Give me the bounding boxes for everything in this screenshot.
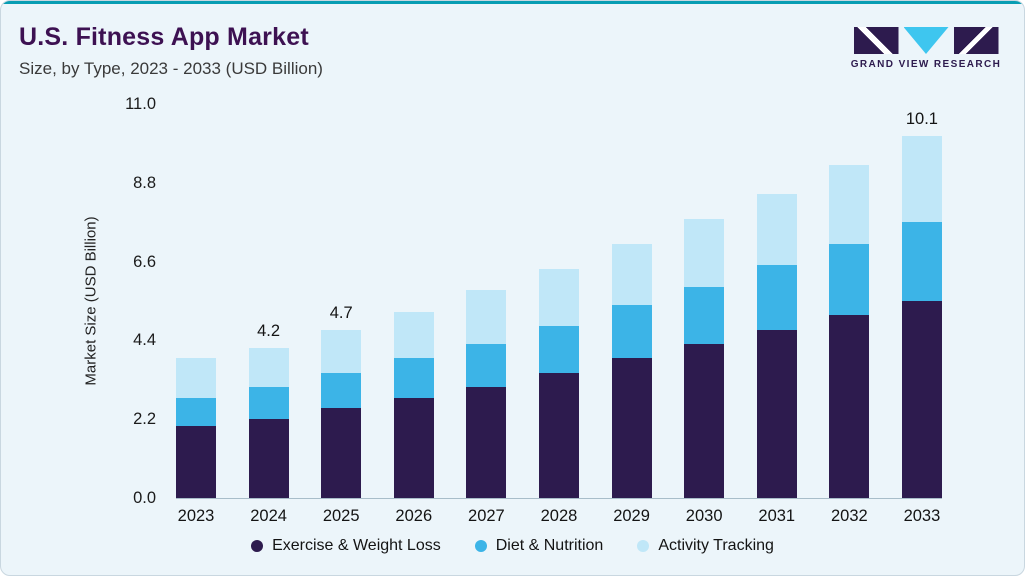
bar-value-label-2024: 4.2 [257, 321, 281, 340]
x-axis-label-2025: 2025 [322, 507, 360, 525]
x-axis-label-2030: 2030 [685, 507, 723, 525]
brand-name: GRAND VIEW RESEARCH [850, 59, 1002, 70]
bar-segment-activity-tracking-2028 [538, 268, 579, 327]
logo-triangle-icon [903, 27, 949, 54]
x-axis-label-2024: 2024 [250, 507, 287, 525]
bar-segment-diet-nutrition-2027 [466, 344, 507, 387]
bar-segment-activity-tracking-2025 [321, 329, 362, 373]
bar-segment-diet-nutrition-2023 [176, 397, 216, 427]
x-axis-label-2032: 2032 [830, 507, 868, 525]
bar-segment-activity-tracking-2024 [248, 347, 289, 387]
bar-segment-activity-tracking-2027 [466, 290, 507, 344]
bar-2025: 4.7 [321, 104, 362, 498]
y-tick-2.2: 2.2 [133, 410, 156, 429]
bar-segment-diet-nutrition-2028 [538, 326, 579, 373]
bar-value-label-2025: 4.7 [329, 303, 353, 322]
x-axis-label-2031: 2031 [758, 507, 796, 525]
bar-segment-diet-nutrition-2025 [321, 372, 362, 409]
legend-item-activity-tracking: Activity Tracking [637, 537, 774, 555]
legend-label-exercise-weight-loss: Exercise & Weight Loss [272, 537, 441, 554]
bar-segment-diet-nutrition-2032 [829, 243, 870, 316]
bar-segment-exercise-weight-loss-2025 [321, 408, 362, 498]
bar-segment-exercise-weight-loss-2030 [684, 343, 725, 498]
y-tick-6.6: 6.6 [133, 252, 156, 271]
y-tick-8.8: 8.8 [133, 173, 156, 192]
bar-segment-exercise-weight-loss-2032 [829, 315, 870, 498]
x-axis-labels: 2023 2024 2025 2026 2027 2028 2029 2030 2031 2032… [176, 507, 942, 526]
bar-segment-diet-nutrition-2033 [901, 222, 942, 301]
legend-swatch-exercise-weight-loss [251, 540, 264, 552]
y-axis-ticks: 0.0 2.2 4.4 6.6 8.8 11.0 [61, 95, 156, 507]
bar-segment-diet-nutrition-2029 [611, 304, 652, 359]
bar-segment-activity-tracking-2030 [684, 218, 725, 287]
y-tick-0.0: 0.0 [133, 489, 156, 507]
bar-segment-activity-tracking-2033 [901, 136, 942, 223]
legend-item-diet-nutrition: Diet & Nutrition [474, 537, 604, 555]
bar-segment-exercise-weight-loss-2029 [611, 358, 652, 498]
legend-swatch-diet-nutrition [474, 540, 487, 552]
bar-segment-exercise-weight-loss-2026 [393, 397, 434, 498]
x-axis-label-2023: 2023 [177, 507, 215, 525]
bar-2028 [538, 104, 579, 498]
bar-segment-activity-tracking-2031 [756, 193, 797, 266]
x-axis-label-2033: 2033 [903, 507, 941, 525]
bar-segment-exercise-weight-loss-2031 [756, 329, 797, 498]
x-axis-label-2028: 2028 [540, 507, 578, 525]
bar-2023 [176, 104, 216, 498]
bar-segment-exercise-weight-loss-2024 [248, 419, 289, 498]
y-tick-11.0: 11.0 [125, 95, 156, 113]
plot-area: 4.2 4.7 10.1 [176, 104, 942, 499]
legend-swatch-activity-tracking [637, 540, 650, 552]
bar-segment-diet-nutrition-2024 [248, 386, 289, 420]
bar-segment-exercise-weight-loss-2027 [466, 386, 507, 498]
bar-segment-diet-nutrition-2026 [393, 358, 434, 398]
brand-logo: GRAND VIEW RESEARCH [846, 27, 1006, 70]
bar-segment-activity-tracking-2026 [393, 311, 434, 359]
legend-label-activity-tracking: Activity Tracking [658, 537, 774, 554]
top-accent-line [1, 1, 1024, 4]
bar-segment-diet-nutrition-2030 [684, 286, 725, 344]
bar-segment-diet-nutrition-2031 [756, 265, 797, 330]
legend-label-diet-nutrition: Diet & Nutrition [495, 537, 604, 554]
bar-2027 [466, 104, 507, 498]
chart-header: U.S. Fitness App Market Size, by Type, 2… [19, 23, 323, 79]
chart-title: U.S. Fitness App Market [19, 23, 309, 51]
bar-value-label-2033: 10.1 [905, 110, 938, 129]
logo-flag-right-icon [953, 27, 999, 54]
bar-2026 [393, 104, 434, 498]
bar-segment-exercise-weight-loss-2028 [538, 372, 579, 498]
bar-segment-activity-tracking-2029 [611, 243, 652, 305]
bar-2032 [829, 104, 870, 498]
bar-2031 [756, 104, 797, 498]
bar-2030 [684, 104, 725, 498]
y-tick-4.4: 4.4 [133, 331, 156, 350]
bar-segment-exercise-weight-loss-2033 [901, 301, 942, 498]
bar-segment-activity-tracking-2023 [176, 358, 216, 398]
x-axis-label-2029: 2029 [613, 507, 650, 525]
bar-2029 [611, 104, 652, 498]
bar-2024: 4.2 [248, 104, 289, 498]
x-axis-label-2026: 2026 [395, 507, 433, 525]
logo-shapes [846, 27, 1006, 54]
legend: Exercise & Weight Loss Diet & Nutrition Ac… [1, 537, 1024, 555]
x-axis-label-2027: 2027 [468, 507, 505, 525]
bar-segment-exercise-weight-loss-2023 [176, 426, 216, 498]
bar-2033: 10.1 [901, 104, 942, 498]
logo-flag-left-icon [853, 27, 899, 54]
chart-subtitle: Size, by Type, 2023 - 2033 (USD Billion) [19, 59, 323, 78]
bar-segment-activity-tracking-2032 [829, 164, 870, 244]
legend-item-exercise-weight-loss: Exercise & Weight Loss [251, 537, 441, 555]
